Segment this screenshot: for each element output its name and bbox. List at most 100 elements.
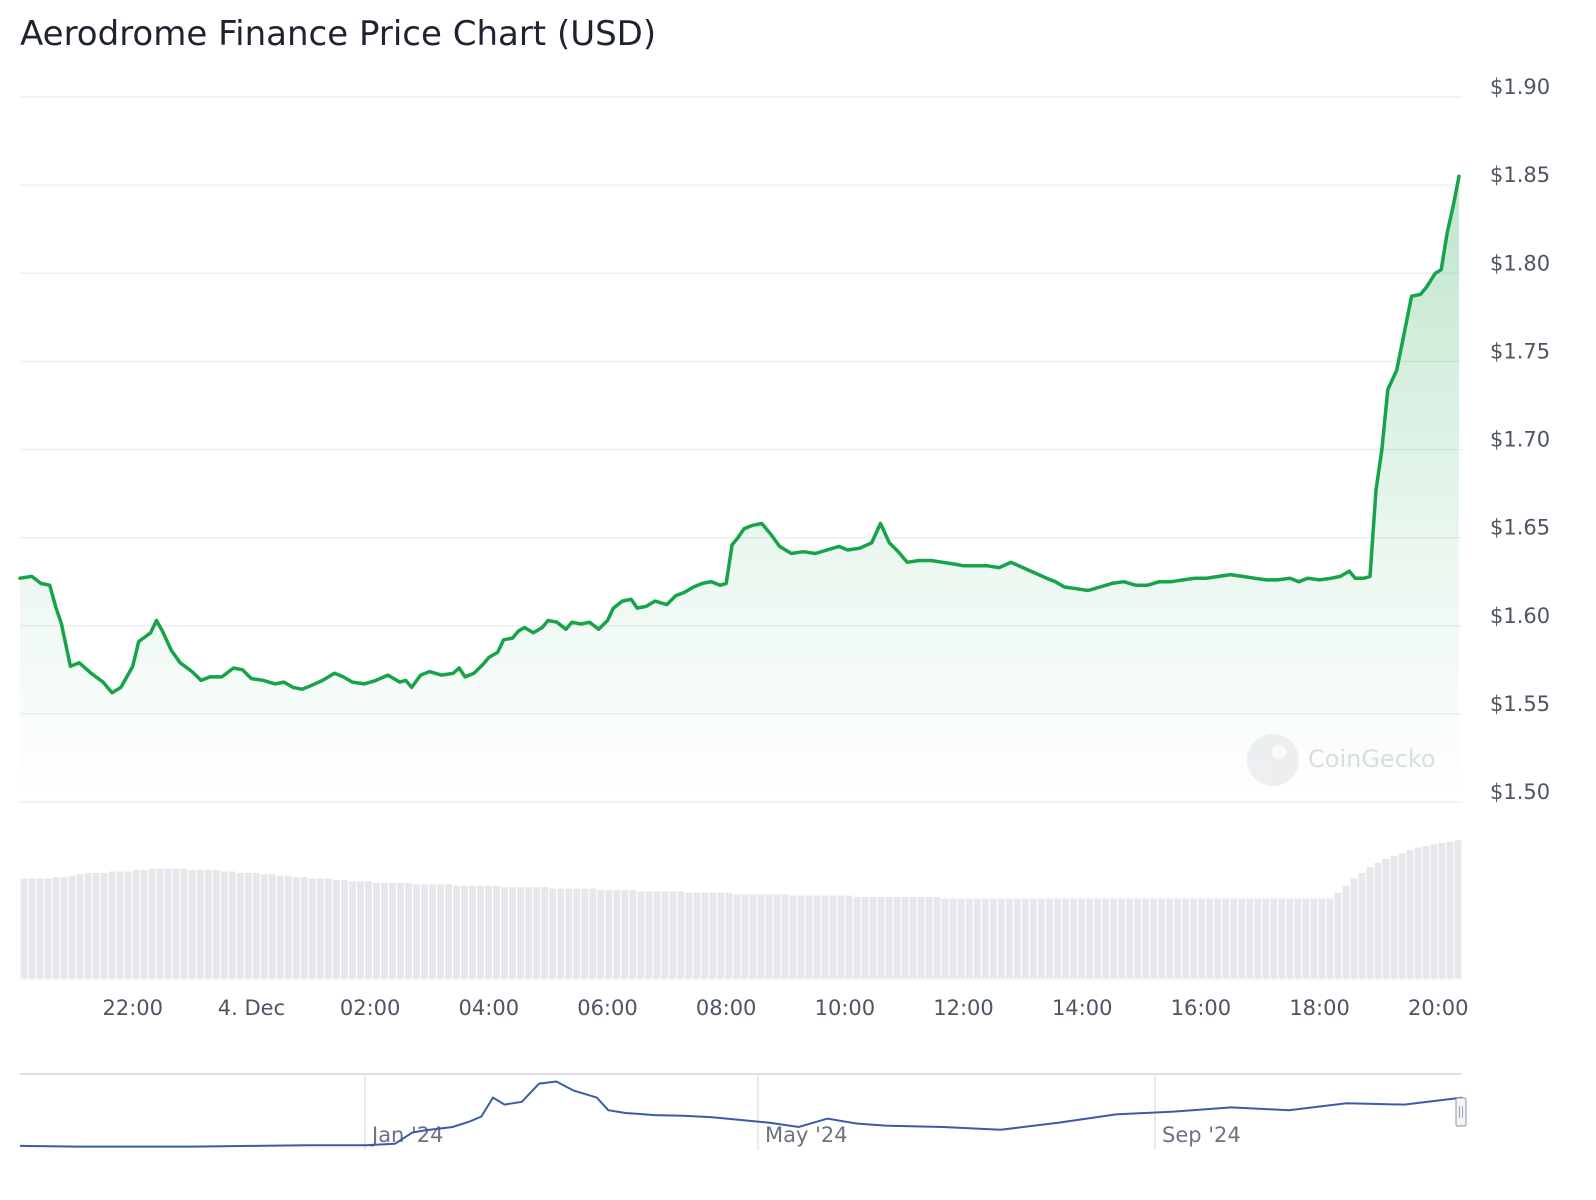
volume-bar <box>236 872 244 978</box>
navigator-handle[interactable] <box>1455 1097 1467 1127</box>
volume-bar <box>228 871 236 978</box>
x-tick-label: 22:00 <box>102 996 163 1020</box>
volume-bar <box>1038 898 1045 978</box>
volume-bar <box>212 870 220 978</box>
volume-bar <box>941 898 949 978</box>
y-tick-label: $1.65 <box>1490 516 1550 540</box>
volume-bar <box>909 897 917 978</box>
volume-bar <box>693 892 701 978</box>
volume-bar <box>829 895 837 978</box>
volume-bar <box>965 898 973 978</box>
volume-bar <box>493 885 501 978</box>
y-tick-label: $1.70 <box>1490 428 1550 452</box>
volume-bar <box>341 880 348 978</box>
x-tick-label: 10:00 <box>815 996 876 1020</box>
volume-bar <box>180 868 188 978</box>
coingecko-logo-eye <box>1272 745 1286 759</box>
volume-bar <box>252 872 260 978</box>
volume-bar <box>589 888 597 978</box>
volume-bar <box>1310 898 1318 978</box>
volume-bar <box>268 874 276 978</box>
x-tick-label: 12:00 <box>933 996 994 1020</box>
navigator-tick-label: May '24 <box>765 1123 848 1147</box>
volume-bar <box>709 892 717 978</box>
volume-bar <box>1198 898 1206 978</box>
price-line[interactable] <box>18 174 1461 695</box>
volume-bar <box>1230 898 1238 978</box>
volume-bar <box>485 885 493 978</box>
volume-bar <box>220 871 228 978</box>
volume-bar <box>885 897 893 978</box>
x-tick-label: 16:00 <box>1171 996 1232 1020</box>
volume-bar <box>140 870 148 978</box>
volume-bar <box>869 897 877 978</box>
volume-bar <box>1150 898 1157 978</box>
volume-bar <box>1350 878 1358 978</box>
volume-bar <box>645 891 653 978</box>
volume-bar <box>749 894 757 978</box>
volume-bar <box>188 870 196 978</box>
navigator-ticks: Jan '24 May '24 Sep '24 <box>364 1076 1241 1150</box>
volume-bar <box>52 877 60 978</box>
volume-bar <box>1286 898 1294 978</box>
volume-bar <box>1238 898 1246 978</box>
volume-bar <box>997 898 1005 978</box>
volume-bar <box>805 895 813 978</box>
y-tick-label: $1.80 <box>1490 251 1550 275</box>
volume-bar <box>533 887 541 978</box>
price-area-fill <box>20 176 1459 803</box>
volume-bar <box>781 894 789 978</box>
volume-bar <box>765 894 773 978</box>
navigator[interactable]: Jan '24 May '24 Sep '24 <box>19 1073 1467 1150</box>
navigator-tick-label: Sep '24 <box>1162 1123 1241 1147</box>
volume-bar <box>1021 898 1029 978</box>
coingecko-logo-icon <box>1247 734 1299 786</box>
volume-bar <box>325 878 332 978</box>
volume-bar <box>669 891 677 978</box>
y-tick-label: $1.90 <box>1490 75 1550 99</box>
volume-bar <box>773 894 781 978</box>
volume-bar <box>100 872 108 978</box>
volume-bar <box>981 898 989 978</box>
volume-bar <box>989 898 997 978</box>
volume-bar <box>565 888 573 978</box>
volume-bar <box>1005 898 1013 978</box>
volume-bar <box>405 882 412 978</box>
volume-bar <box>837 895 845 978</box>
volume-bar <box>1382 858 1390 978</box>
volume-bars <box>20 840 1462 978</box>
volume-bar <box>1454 840 1462 978</box>
volume-bar <box>685 892 693 978</box>
volume-bar <box>757 894 765 978</box>
volume-bar <box>20 878 28 978</box>
volume-bar <box>597 889 605 978</box>
volume-bar <box>501 887 509 978</box>
volume-bar <box>469 885 477 978</box>
volume-bar <box>156 868 164 978</box>
y-tick-label: $1.60 <box>1490 604 1550 628</box>
volume-bar <box>300 877 308 978</box>
volume-bar <box>861 897 869 978</box>
volume-bar <box>1158 898 1165 978</box>
volume-bar <box>477 885 485 978</box>
volume-bar <box>1094 898 1101 978</box>
volume-bar <box>1214 898 1222 978</box>
coingecko-watermark: CoinGecko <box>1247 734 1436 786</box>
y-tick-label: $1.85 <box>1490 163 1550 187</box>
volume-bar <box>1126 898 1133 978</box>
volume-bar <box>901 897 909 978</box>
volume-bar <box>621 889 629 978</box>
y-tick-label: $1.75 <box>1490 339 1550 363</box>
volume-bar <box>1190 898 1198 978</box>
volume-bar <box>517 887 525 978</box>
volume-bar <box>1270 898 1278 978</box>
volume-bar <box>84 872 92 978</box>
volume-bar <box>1294 898 1302 978</box>
volume-bar <box>421 884 428 978</box>
volume-bar <box>1078 898 1085 978</box>
volume-bar <box>701 892 709 978</box>
volume-bar <box>557 888 565 978</box>
volume-bar <box>284 875 292 978</box>
x-tick-label: 14:00 <box>1052 996 1113 1020</box>
